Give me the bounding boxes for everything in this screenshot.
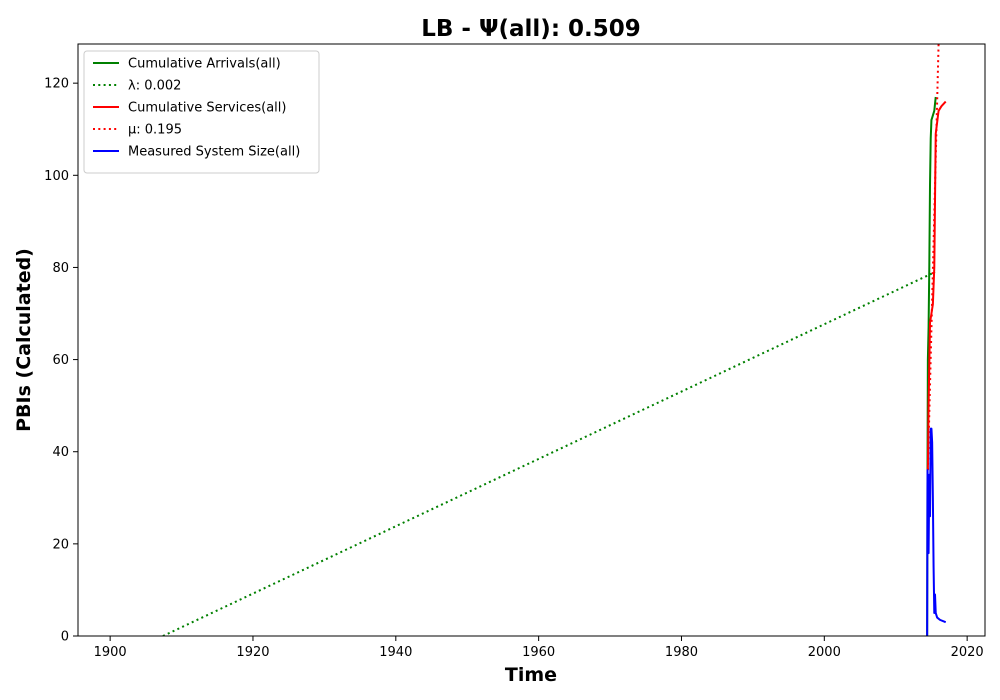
y-tick-label-3: 60 xyxy=(52,353,69,368)
y-tick-label-2: 40 xyxy=(52,445,69,460)
legend-label-1: λ: 0.002 xyxy=(128,79,181,94)
legend-box xyxy=(83,50,320,174)
y-tick-label-0: 0 xyxy=(61,630,69,645)
chart-title: LB - Ψ(all): 0.509 xyxy=(421,16,641,42)
series-line-4 xyxy=(926,427,947,636)
x-tick-label-2: 1940 xyxy=(379,645,412,660)
x-tick-label-3: 1960 xyxy=(522,645,555,660)
legend-label-2: Cumulative Services(all) xyxy=(128,101,286,116)
x-tick-label-1: 1920 xyxy=(236,645,269,660)
x-tick-label-4: 1980 xyxy=(665,645,698,660)
legend-label-0: Cumulative Arrivals(all) xyxy=(128,57,281,72)
y-tick-label-1: 20 xyxy=(52,537,69,552)
series-line-1 xyxy=(162,271,936,636)
axes-frame xyxy=(77,43,986,637)
x-axis-label: Time xyxy=(505,664,557,686)
x-tick-label-6: 2020 xyxy=(951,645,984,660)
series-line-3 xyxy=(926,44,940,471)
x-tick-label-0: 1900 xyxy=(94,645,127,660)
y-tick-label-6: 120 xyxy=(44,77,69,92)
y-tick-label-5: 100 xyxy=(44,169,69,184)
legend-label-3: μ: 0.195 xyxy=(128,123,182,138)
x-tick-label-5: 2000 xyxy=(808,645,841,660)
axes: 1900 1920 1940 1960 1980 2000 2020 0 20 40 60 80 100… xyxy=(44,43,986,660)
y-axis-label: PBIs (Calculated) xyxy=(13,248,35,432)
legend: Cumulative Arrivals(all) λ: 0.002 Cumulati… xyxy=(83,50,320,174)
plot-area xyxy=(162,44,947,636)
y-tick-label-4: 80 xyxy=(52,261,69,276)
legend-label-4: Measured System Size(all) xyxy=(128,145,300,160)
